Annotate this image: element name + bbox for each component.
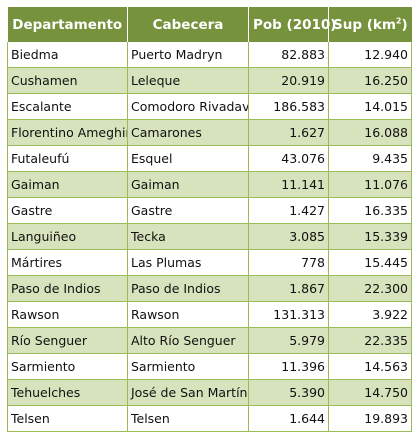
cell-poblacion: 11.396 — [248, 353, 329, 380]
header-superficie-exponent: 2 — [395, 16, 402, 25]
header-poblacion: Pob (2010) — [248, 7, 336, 42]
cell-departamento: Paso de Indios — [7, 275, 128, 302]
cell-cabecera: Camarones — [127, 119, 249, 146]
cell-cabecera: Tecka — [127, 223, 249, 250]
table-row: Rawson Rawson 131.313 3.922 — [7, 301, 412, 328]
header-superficie-label: Sup (km — [333, 16, 396, 33]
cell-superficie: 22.335 — [328, 327, 412, 354]
cell-cabecera: Paso de Indios — [127, 275, 249, 302]
cell-superficie: 12.940 — [328, 42, 412, 68]
table-row: Paso de Indios Paso de Indios 1.867 22.300 — [7, 275, 412, 302]
cell-poblacion: 11.141 — [248, 171, 329, 198]
cell-superficie: 14.563 — [328, 353, 412, 380]
cell-poblacion: 778 — [248, 249, 329, 276]
cell-superficie: 14.750 — [328, 379, 412, 406]
cell-cabecera: Gastre — [127, 197, 249, 224]
header-row: Departamento Cabecera Pob (2010) Sup (km… — [7, 7, 412, 42]
cell-superficie: 19.893 — [328, 405, 412, 432]
cell-poblacion: 43.076 — [248, 145, 329, 172]
cell-departamento: Mártires — [7, 249, 128, 276]
header-cabecera: Cabecera — [127, 7, 249, 42]
cell-departamento: Rawson — [7, 301, 128, 328]
table-row: Sarmiento Sarmiento 11.396 14.563 — [7, 353, 412, 380]
cell-superficie: 16.250 — [328, 67, 412, 94]
cell-superficie: 14.015 — [328, 93, 412, 120]
cell-poblacion: 20.919 — [248, 67, 329, 94]
cell-departamento: Gastre — [7, 197, 128, 224]
cell-cabecera: Puerto Madryn — [127, 42, 249, 68]
cell-cabecera: Alto Río Senguer — [127, 327, 249, 354]
cell-poblacion: 82.883 — [248, 42, 329, 68]
table-body: Biedma Puerto Madryn 82.883 12.940 Cushamen L… — [7, 42, 412, 432]
table-row: Mártires Las Plumas 778 15.445 — [7, 249, 412, 276]
cell-poblacion: 3.085 — [248, 223, 329, 250]
header-superficie: Sup (km2) — [328, 7, 412, 42]
cell-superficie: 15.445 — [328, 249, 412, 276]
cell-cabecera: Telsen — [127, 405, 249, 432]
cell-departamento: Escalante — [7, 93, 128, 120]
cell-cabecera: Rawson — [127, 301, 249, 328]
cell-cabecera: Gaiman — [127, 171, 249, 198]
cell-departamento: Sarmiento — [7, 353, 128, 380]
cell-departamento: Gaiman — [7, 171, 128, 198]
table-row: Futaleufú Esquel 43.076 9.435 — [7, 145, 412, 172]
cell-poblacion: 5.390 — [248, 379, 329, 406]
cell-poblacion: 1.867 — [248, 275, 329, 302]
table-row: Languiñeo Tecka 3.085 15.339 — [7, 223, 412, 250]
cell-poblacion: 1.627 — [248, 119, 329, 146]
cell-departamento: Florentino Ameghino — [7, 119, 128, 146]
cell-superficie: 22.300 — [328, 275, 412, 302]
cell-superficie: 16.335 — [328, 197, 412, 224]
table-row: Escalante Comodoro Rivadavia 186.583 14.015 — [7, 93, 412, 120]
cell-departamento: Río Senguer — [7, 327, 128, 354]
table-row: Río Senguer Alto Río Senguer 5.979 22.335 — [7, 327, 412, 354]
cell-poblacion: 5.979 — [248, 327, 329, 354]
cell-cabecera: Sarmiento — [127, 353, 249, 380]
table-row: Telsen Telsen 1.644 19.893 — [7, 405, 412, 432]
cell-poblacion: 1.644 — [248, 405, 329, 432]
cell-cabecera: José de San Martín — [127, 379, 249, 406]
cell-superficie: 16.088 — [328, 119, 412, 146]
cell-departamento: Cushamen — [7, 67, 128, 94]
cell-departamento: Futaleufú — [7, 145, 128, 172]
cell-superficie: 9.435 — [328, 145, 412, 172]
cell-departamento: Languiñeo — [7, 223, 128, 250]
cell-departamento: Tehuelches — [7, 379, 128, 406]
table-row: Tehuelches José de San Martín 5.390 14.750 — [7, 379, 412, 406]
cell-cabecera: Leleque — [127, 67, 249, 94]
departments-table-container: Departamento Cabecera Pob (2010) Sup (km… — [7, 7, 412, 434]
table-row: Biedma Puerto Madryn 82.883 12.940 — [7, 42, 412, 68]
cell-cabecera: Las Plumas — [127, 249, 249, 276]
cell-superficie: 3.922 — [328, 301, 412, 328]
departments-table: Departamento Cabecera Pob (2010) Sup (km… — [7, 7, 412, 432]
table-row: Gastre Gastre 1.427 16.335 — [7, 197, 412, 224]
cell-cabecera: Comodoro Rivadavia — [127, 93, 249, 120]
cell-poblacion: 131.313 — [248, 301, 329, 328]
cell-departamento: Telsen — [7, 405, 128, 432]
cell-superficie: 11.076 — [328, 171, 412, 198]
cell-superficie: 15.339 — [328, 223, 412, 250]
table-row: Gaiman Gaiman 11.141 11.076 — [7, 171, 412, 198]
header-superficie-close: ) — [401, 16, 408, 33]
cell-departamento: Biedma — [7, 42, 128, 68]
header-departamento: Departamento — [7, 7, 128, 42]
cell-poblacion: 1.427 — [248, 197, 329, 224]
cell-cabecera: Esquel — [127, 145, 249, 172]
table-row: Cushamen Leleque 20.919 16.250 — [7, 67, 412, 94]
cell-poblacion: 186.583 — [248, 93, 329, 120]
